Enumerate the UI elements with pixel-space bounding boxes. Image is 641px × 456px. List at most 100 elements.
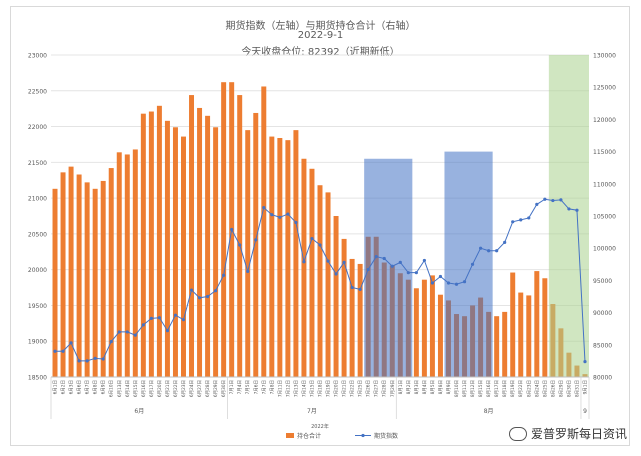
line-point bbox=[181, 318, 186, 322]
right-axis-tick-label: 100000 bbox=[593, 246, 616, 253]
bar bbox=[349, 258, 355, 377]
category-tick-label: 6月24日 bbox=[189, 380, 195, 397]
category-tick-label: 6月17日 bbox=[149, 380, 155, 397]
bar bbox=[526, 295, 532, 377]
line-point bbox=[286, 212, 290, 216]
line-point bbox=[85, 359, 89, 363]
category-tick-label: 6月10日 bbox=[109, 380, 115, 397]
left-axis-tick-label: 23000 bbox=[28, 53, 47, 60]
category-tick-label: 6月21日 bbox=[165, 380, 171, 397]
line-point bbox=[430, 281, 435, 285]
line-point bbox=[173, 313, 178, 317]
bar bbox=[92, 188, 98, 377]
line-point bbox=[398, 260, 402, 264]
category-tick-label: 6月9日 bbox=[101, 380, 107, 394]
bar bbox=[309, 168, 315, 377]
right-axis-tick-label: 85000 bbox=[593, 342, 612, 349]
line-point bbox=[246, 269, 250, 273]
line-point bbox=[101, 357, 105, 361]
line-point bbox=[302, 260, 306, 264]
month-label: 8月 bbox=[484, 408, 494, 415]
category-tick-label: 8月8日 bbox=[438, 380, 444, 394]
bar bbox=[269, 136, 275, 377]
line-point bbox=[141, 323, 145, 327]
line-point bbox=[53, 349, 57, 353]
line-point bbox=[527, 216, 531, 220]
line-point bbox=[535, 202, 539, 207]
category-tick-label: 6月22日 bbox=[173, 380, 179, 397]
line-point bbox=[61, 349, 65, 353]
chart-subtitle-position: 今天收盘仓位: 82392（近期新低） bbox=[241, 47, 400, 58]
category-tick-label: 7月22日 bbox=[350, 380, 356, 397]
bar bbox=[253, 112, 259, 378]
line-point bbox=[350, 285, 354, 290]
category-tick-label: 6月15日 bbox=[133, 380, 139, 397]
bar bbox=[108, 168, 114, 377]
bar bbox=[333, 216, 339, 377]
category-tick-label: 7月25日 bbox=[358, 380, 364, 397]
category-tick-label: 7月27日 bbox=[374, 380, 380, 397]
category-tick-label: 8月9日 bbox=[446, 380, 452, 394]
category-tick-label: 8月29日 bbox=[558, 380, 564, 397]
bar bbox=[84, 182, 90, 377]
line-point bbox=[583, 359, 587, 364]
line-point bbox=[519, 218, 523, 222]
bar bbox=[172, 127, 178, 377]
category-tick-label: 6月3日 bbox=[69, 380, 75, 394]
line-point bbox=[117, 330, 121, 334]
category-tick-label: 8月24日 bbox=[534, 380, 540, 397]
bar bbox=[261, 86, 267, 378]
bar bbox=[164, 120, 170, 377]
category-tick-label: 8月5日 bbox=[430, 380, 436, 394]
right-axis-tick-label: 120000 bbox=[593, 117, 616, 124]
category-tick-label: 7月29日 bbox=[390, 380, 396, 397]
line-point bbox=[495, 249, 499, 253]
line-point bbox=[262, 206, 266, 210]
line-point bbox=[422, 258, 426, 263]
legend-swatch-bar bbox=[286, 433, 294, 438]
bar bbox=[124, 154, 130, 377]
category-tick-label: 6月13日 bbox=[117, 380, 123, 397]
bar bbox=[301, 158, 307, 377]
line-point bbox=[334, 272, 338, 276]
bar bbox=[52, 188, 58, 377]
category-tick-label: 6月27日 bbox=[197, 380, 203, 397]
category-tick-label: 8月10日 bbox=[454, 380, 460, 397]
category-tick-label: 6月2日 bbox=[61, 380, 67, 394]
left-axis-tick-label: 18500 bbox=[28, 375, 47, 382]
bar bbox=[317, 185, 323, 377]
wechat-icon bbox=[508, 426, 527, 441]
category-tick-label: 7月4日 bbox=[237, 380, 243, 394]
category-tick-label: 8月30日 bbox=[566, 380, 572, 397]
category-tick-label: 7月7日 bbox=[261, 380, 267, 394]
line-point bbox=[462, 280, 467, 284]
line-point bbox=[406, 271, 410, 275]
line-point bbox=[454, 282, 459, 286]
category-tick-label: 7月12日 bbox=[285, 380, 291, 397]
bar bbox=[100, 180, 106, 377]
bar bbox=[140, 113, 146, 378]
right-axis-tick-label: 80000 bbox=[593, 375, 612, 382]
category-tick-label: 8月22日 bbox=[518, 380, 524, 397]
line-point bbox=[567, 207, 571, 211]
category-tick-label: 6月6日 bbox=[77, 380, 83, 394]
left-axis-tick-label: 21000 bbox=[28, 196, 47, 203]
line-point bbox=[575, 208, 579, 212]
category-tick-label: 8月3日 bbox=[414, 380, 420, 394]
category-tick-label: 6月14日 bbox=[125, 380, 131, 397]
line-point bbox=[390, 264, 394, 268]
line-point bbox=[189, 288, 194, 292]
category-tick-label: 7月11日 bbox=[277, 380, 283, 397]
highlight-box bbox=[548, 55, 589, 377]
category-tick-label: 8月18日 bbox=[502, 380, 508, 397]
bar bbox=[132, 149, 138, 377]
bar bbox=[518, 292, 524, 377]
line-point bbox=[374, 254, 378, 259]
category-tick-label: 6月23日 bbox=[181, 380, 187, 397]
bar bbox=[205, 115, 211, 378]
left-axis-tick-label: 19500 bbox=[28, 303, 47, 310]
line-point bbox=[214, 289, 218, 293]
bar bbox=[341, 238, 347, 377]
category-tick-label: 7月8日 bbox=[269, 380, 275, 394]
